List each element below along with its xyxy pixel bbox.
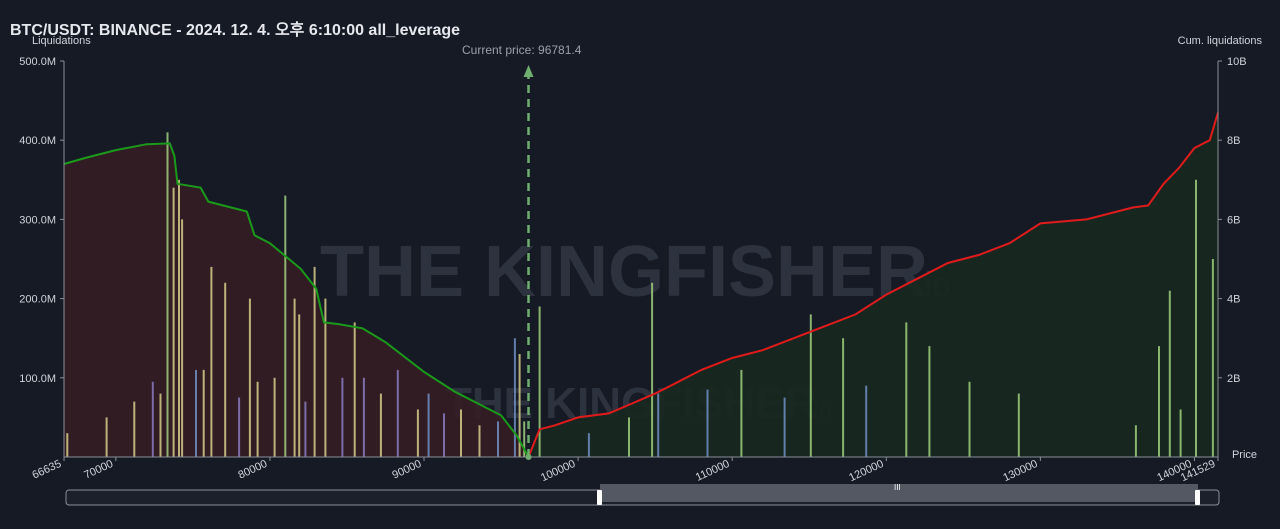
x-tick-label: 66635 — [30, 458, 63, 482]
liquidation-bar — [172, 187, 175, 457]
liquidation-bar — [657, 393, 660, 457]
liquidation-bar — [166, 132, 169, 458]
liquidation-bar — [66, 433, 69, 457]
liquidation-bar — [178, 179, 180, 458]
liquidation-bar — [341, 377, 344, 457]
liquidation-bar — [478, 425, 481, 457]
liquidation-bar — [518, 354, 521, 457]
liquidation-bar — [284, 195, 287, 457]
liquidation-bar — [159, 393, 162, 457]
liquidation-bar — [1168, 290, 1171, 457]
liquidation-bar — [809, 314, 812, 457]
liquidation-bar — [1158, 346, 1160, 457]
y-left-tick-label: 200.0M — [19, 294, 56, 306]
liquidation-bar — [202, 369, 205, 457]
y-right-tick-label: 6B — [1227, 214, 1240, 226]
liquidation-bar — [324, 298, 327, 457]
liquidation-bar — [842, 338, 845, 457]
liquidation-bar — [293, 298, 296, 457]
liquidation-bar — [427, 393, 430, 457]
liquidation-bar — [905, 322, 908, 457]
liquidation-bar — [513, 338, 516, 457]
cumulative-line-right — [527, 112, 1219, 458]
x-tick-label: 110000 — [694, 458, 732, 484]
liquidation-bar — [151, 381, 154, 457]
liquidation-bar — [1195, 179, 1197, 458]
scrollbar-left-handle[interactable] — [597, 490, 602, 505]
liquidation-bar — [740, 369, 743, 457]
y-left-tick-label: 300.0M — [19, 214, 56, 226]
liquidation-bar — [628, 417, 630, 457]
liquidation-bar — [133, 401, 136, 457]
liquidation-bar — [416, 409, 419, 457]
liquidation-bar — [273, 377, 276, 457]
y-right-tick-label: 4B — [1227, 294, 1240, 306]
liquidation-bar — [248, 298, 251, 457]
liquidation-bar — [304, 401, 307, 457]
liquidation-bar — [587, 433, 590, 457]
y-left-tick-label: 500.0M — [19, 56, 56, 68]
x-axis-label: Price — [1231, 449, 1257, 461]
liquidation-bar — [313, 266, 316, 457]
liquidation-bar — [105, 417, 108, 457]
liquidation-bar — [538, 306, 541, 457]
y-left-tick-label: 100.0M — [19, 373, 56, 385]
cumulative-line-left — [63, 142, 530, 458]
liquidation-bar — [1134, 425, 1137, 457]
liquidation-bar — [443, 413, 445, 457]
range-scrollbar[interactable]: III — [65, 483, 1220, 506]
scrollbar-window[interactable] — [600, 484, 1198, 502]
liquidation-bar — [1211, 259, 1214, 457]
x-tick-label: 70000 — [82, 458, 115, 482]
x-tick-label: 120000 — [847, 458, 885, 484]
liquidation-bar — [210, 266, 213, 457]
liquidation-bar — [379, 393, 382, 457]
liquidation-bar — [238, 397, 241, 457]
scrollbar-grip-icon[interactable]: III — [894, 483, 901, 492]
liquidation-bar — [256, 381, 259, 457]
liquidation-bar — [1017, 393, 1020, 457]
liquidation-bar — [928, 346, 931, 457]
x-tick-label: 100000 — [539, 458, 577, 484]
x-tick-label: 80000 — [236, 458, 269, 482]
cumulative-area-left — [64, 143, 529, 457]
y-left-tick-label: 400.0M — [19, 135, 56, 147]
liquidation-bar — [353, 322, 356, 457]
y-axis-right-label: Cum. liquidations — [1177, 35, 1262, 47]
x-tick-label: 130000 — [1001, 458, 1039, 484]
liquidation-bar — [298, 314, 301, 457]
watermark-text: THE KINGFISHER — [320, 232, 928, 312]
liquidation-bar — [865, 385, 868, 457]
liquidation-bar — [783, 397, 786, 457]
y-right-tick-label: 2B — [1227, 373, 1240, 385]
liquidation-bar — [651, 282, 654, 457]
liquidation-bar — [497, 421, 499, 457]
liquidation-bar — [706, 389, 709, 457]
scrollbar-right-handle[interactable] — [1195, 490, 1200, 505]
y-axis-left-label: Liquidations — [32, 35, 91, 47]
chart-title: BTC/USDT: BINANCE - 2024. 12. 4. 오후 6:10… — [10, 22, 461, 39]
liquidation-bar — [224, 282, 227, 457]
liquidation-bar — [460, 409, 462, 457]
liquidation-bar — [195, 369, 197, 457]
liquidation-bar — [181, 219, 184, 457]
current-price-dot — [525, 454, 532, 460]
x-tick-label: 90000 — [390, 458, 423, 482]
y-right-tick-label: 10B — [1227, 56, 1247, 68]
liquidation-bar — [1179, 409, 1182, 457]
liquidation-bar — [396, 369, 399, 457]
liquidation-bar — [523, 421, 526, 457]
liquidation-bar — [362, 377, 365, 457]
y-right-tick-label: 8B — [1227, 135, 1240, 147]
current-price-label: Current price: 96781.4 — [462, 43, 582, 57]
liquidation-bar — [968, 381, 971, 457]
current-price-arrow-icon — [523, 65, 534, 77]
